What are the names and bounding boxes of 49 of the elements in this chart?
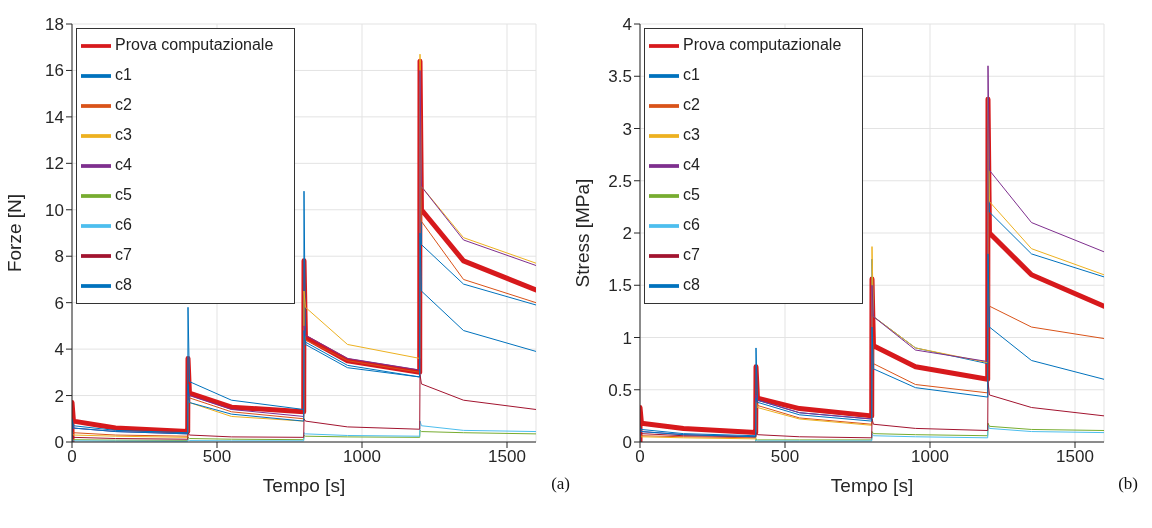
legend-label: c3 xyxy=(683,126,700,144)
y-tick-label: 0 xyxy=(622,433,632,453)
legend-label: c1 xyxy=(115,66,132,84)
legend-label: Prova computazionale xyxy=(115,36,274,54)
y-tick-label: 10 xyxy=(45,200,64,220)
x-axis-title: Tempo [s] xyxy=(830,475,914,496)
y-tick-label: 14 xyxy=(45,107,64,127)
legend-label: c7 xyxy=(115,246,132,264)
y-tick-label: 12 xyxy=(45,154,64,174)
y-tick-label: 3.5 xyxy=(608,67,632,87)
x-tick-label: 1000 xyxy=(911,447,949,467)
x-tick-label: 0 xyxy=(67,447,77,467)
y-tick-label: 1 xyxy=(622,328,632,348)
legend-label: c7 xyxy=(683,246,700,264)
legend-label: c5 xyxy=(683,186,700,204)
legend-label: Prova computazionale xyxy=(683,36,842,54)
x-tick-label: 500 xyxy=(770,447,800,467)
y-tick-label: 1.5 xyxy=(608,276,632,296)
legend-label: c8 xyxy=(683,276,700,294)
legend-label: c3 xyxy=(115,126,132,144)
x-tick-label: 1500 xyxy=(1056,447,1094,467)
legend-label: c4 xyxy=(115,156,132,174)
y-tick-label: 2.5 xyxy=(608,171,632,191)
legend-label: c2 xyxy=(683,96,700,114)
y-tick-label: 2 xyxy=(54,386,64,406)
y-tick-label: 3 xyxy=(622,119,632,139)
y-tick-label: 0.5 xyxy=(608,380,632,400)
y-tick-label: 2 xyxy=(622,224,632,244)
y-tick-label: 4 xyxy=(54,340,64,360)
y-tick-label: 6 xyxy=(54,293,64,313)
y-tick-label: 8 xyxy=(54,247,64,267)
legend-label: c4 xyxy=(683,156,700,174)
x-tick-label: 1000 xyxy=(343,447,381,467)
legend-label: c2 xyxy=(115,96,132,114)
x-axis-title: Tempo [s] xyxy=(262,475,346,496)
y-tick-label: 0 xyxy=(54,433,64,453)
legend-label: c5 xyxy=(115,186,132,204)
x-tick-label: 0 xyxy=(635,447,645,467)
text: (b) xyxy=(1118,474,1138,494)
text: (a) xyxy=(551,474,570,494)
legend-label: c8 xyxy=(115,276,132,294)
y-tick-label: 16 xyxy=(45,61,64,81)
legend-label: c6 xyxy=(683,216,700,234)
x-tick-label: 500 xyxy=(202,447,232,467)
legend-label: c1 xyxy=(683,66,700,84)
y-tick-label: 18 xyxy=(45,15,64,35)
y-tick-label: 4 xyxy=(622,15,632,35)
x-tick-label: 1500 xyxy=(488,447,526,467)
legend-label: c6 xyxy=(115,216,132,234)
